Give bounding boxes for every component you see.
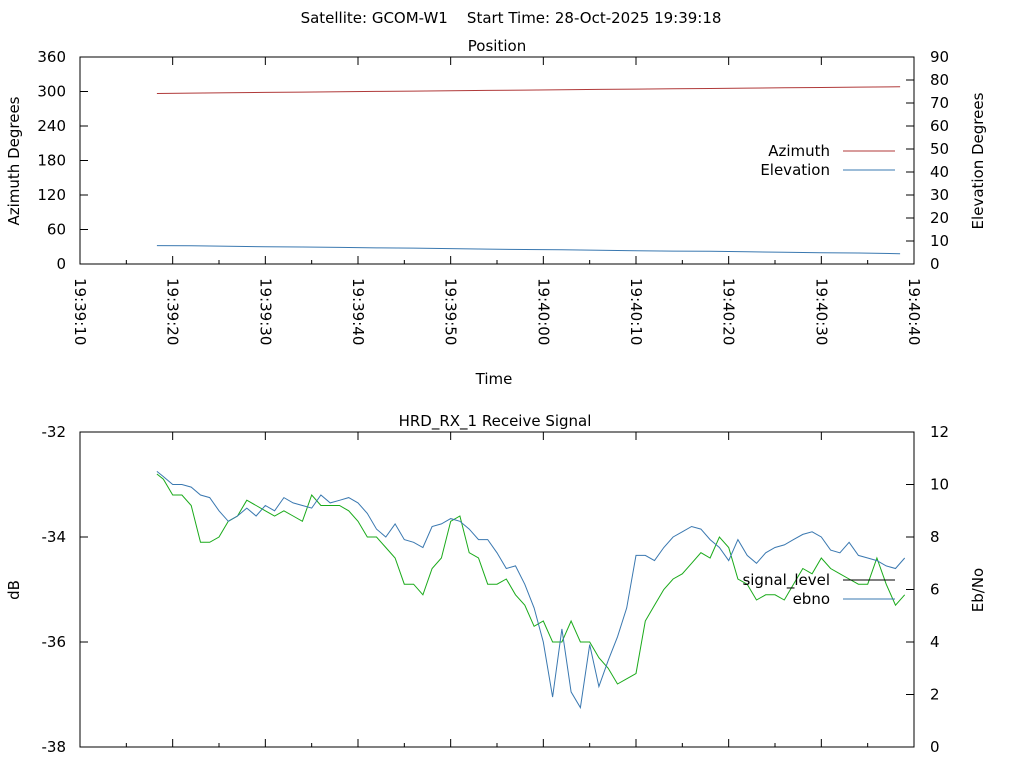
- legend-label-ebno: ebno: [793, 590, 830, 608]
- y-tick-label: 60: [47, 221, 66, 239]
- y2-tick-label: 8: [930, 528, 940, 546]
- position-y2-axis-label: Elevation Degrees: [969, 92, 987, 229]
- y2-tick-label: 60: [930, 117, 949, 135]
- position-chart: Position 0 60 120 180 240 300 360 0 10 20 30 40 50 60…: [5, 37, 987, 388]
- signal-legend: signal_level ebno: [742, 571, 895, 608]
- signal-series: [156, 471, 906, 710]
- x-tick-label: 19:40:20: [720, 278, 738, 345]
- y2-tick-label: 80: [930, 71, 949, 89]
- page-header: Satellite: GCOM-W1 Start Time: 28-Oct-20…: [301, 9, 722, 27]
- x-tick-label: 19:40:00: [534, 278, 552, 345]
- x-tick-label: 19:40:10: [627, 278, 645, 345]
- legend-label-signal-level: signal_level: [742, 571, 830, 590]
- y2-tick-label: 30: [930, 186, 949, 204]
- signal-plot-frame: [79, 431, 915, 748]
- y2-tick-label: 4: [930, 633, 940, 651]
- y-tick-label: -32: [42, 423, 67, 441]
- legend-label-azimuth: Azimuth: [768, 142, 830, 160]
- signal-chart: HRD_RX_1 Receive Signal -38 -36 -34 -32 0 2 4 6…: [5, 412, 987, 756]
- y2-tick-label: 2: [930, 686, 940, 704]
- signal-title: HRD_RX_1 Receive Signal: [399, 412, 592, 431]
- x-tick-label: 19:39:50: [442, 278, 460, 345]
- x-tick-label: 19:40:40: [905, 278, 923, 345]
- y-tick-label: 300: [37, 83, 66, 101]
- position-legend: Azimuth Elevation: [760, 142, 895, 179]
- y-tick-label: 240: [37, 117, 66, 135]
- y-tick-label: 360: [37, 48, 66, 66]
- y-tick-label: 0: [56, 255, 66, 273]
- x-tick-label: 19:39:20: [164, 278, 182, 345]
- series-line-signal-level-1: [156, 473, 906, 685]
- x-tick-label: 19:39:10: [71, 278, 89, 345]
- series-line-ebno-2: [156, 471, 906, 710]
- y2-tick-label: 20: [930, 209, 949, 227]
- y2-tick-label: 12: [930, 423, 949, 441]
- position-y-axis-label: Azimuth Degrees: [5, 96, 23, 225]
- series-line-azimuth-0: [156, 86, 901, 94]
- position-series: [156, 86, 901, 255]
- series-line-elevation-1: [156, 245, 901, 255]
- y-tick-label: 120: [37, 186, 66, 204]
- y2-tick-label: 0: [930, 255, 940, 273]
- y2-tick-label: 90: [930, 48, 949, 66]
- y2-tick-label: 40: [930, 163, 949, 181]
- y2-tick-label: 70: [930, 94, 949, 112]
- signal-y-axis-label: dB: [5, 580, 23, 600]
- x-tick-label: 19:39:40: [349, 278, 367, 345]
- y2-tick-label: 0: [930, 738, 940, 756]
- x-tick-label: 19:39:30: [256, 278, 274, 345]
- y2-tick-label: 6: [930, 581, 940, 599]
- y-tick-label: 180: [37, 152, 66, 170]
- y-tick-label: -34: [42, 528, 67, 546]
- x-tick-label: 19:40:30: [812, 278, 830, 345]
- y-tick-label: -38: [42, 738, 67, 756]
- signal-ticks: -38 -36 -34 -32 0 2 4 6 8 10 12: [42, 423, 950, 756]
- position-ticks: 0 60 120 180 240 300 360 0 10 20 30 40 50 60 70 80 90 19:…: [37, 48, 949, 345]
- y-tick-label: -36: [42, 633, 67, 651]
- position-x-axis-label: Time: [475, 370, 513, 388]
- position-title: Position: [468, 37, 526, 55]
- y2-tick-label: 50: [930, 140, 949, 158]
- y2-tick-label: 10: [930, 232, 949, 250]
- signal-y2-axis-label: Eb/No: [969, 568, 987, 612]
- y2-tick-label: 10: [930, 476, 949, 494]
- legend-label-elevation: Elevation: [760, 161, 830, 179]
